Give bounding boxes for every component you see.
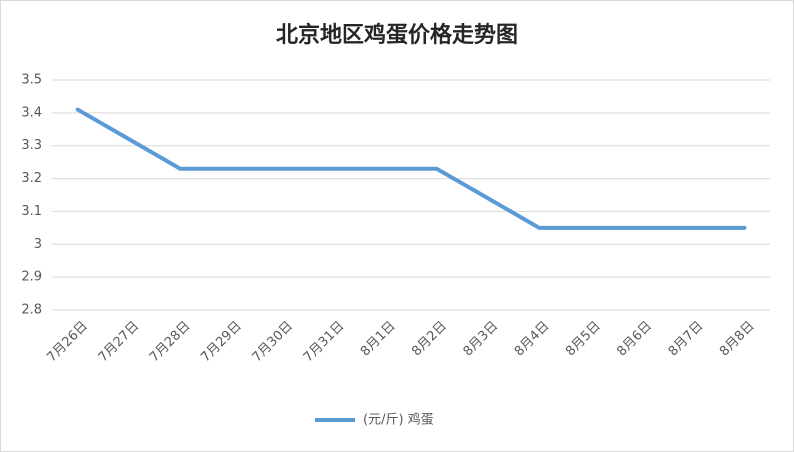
y-tick-label: 3.1 — [21, 204, 42, 219]
y-tick-label: 3 — [34, 237, 42, 252]
data-line — [75, 107, 747, 230]
chart-title: 北京地区鸡蛋价格走势图 — [276, 22, 518, 48]
y-tick-label: 3.2 — [21, 171, 42, 186]
y-tick-label: 2.9 — [21, 270, 42, 285]
y-tick-label: 2.8 — [21, 303, 42, 318]
y-tick-label: 3.4 — [21, 105, 42, 120]
y-tick-label: 3.3 — [21, 138, 42, 153]
legend-label: (元/斤) 鸡蛋 — [363, 412, 434, 428]
y-tick-label: 3.5 — [21, 73, 42, 88]
